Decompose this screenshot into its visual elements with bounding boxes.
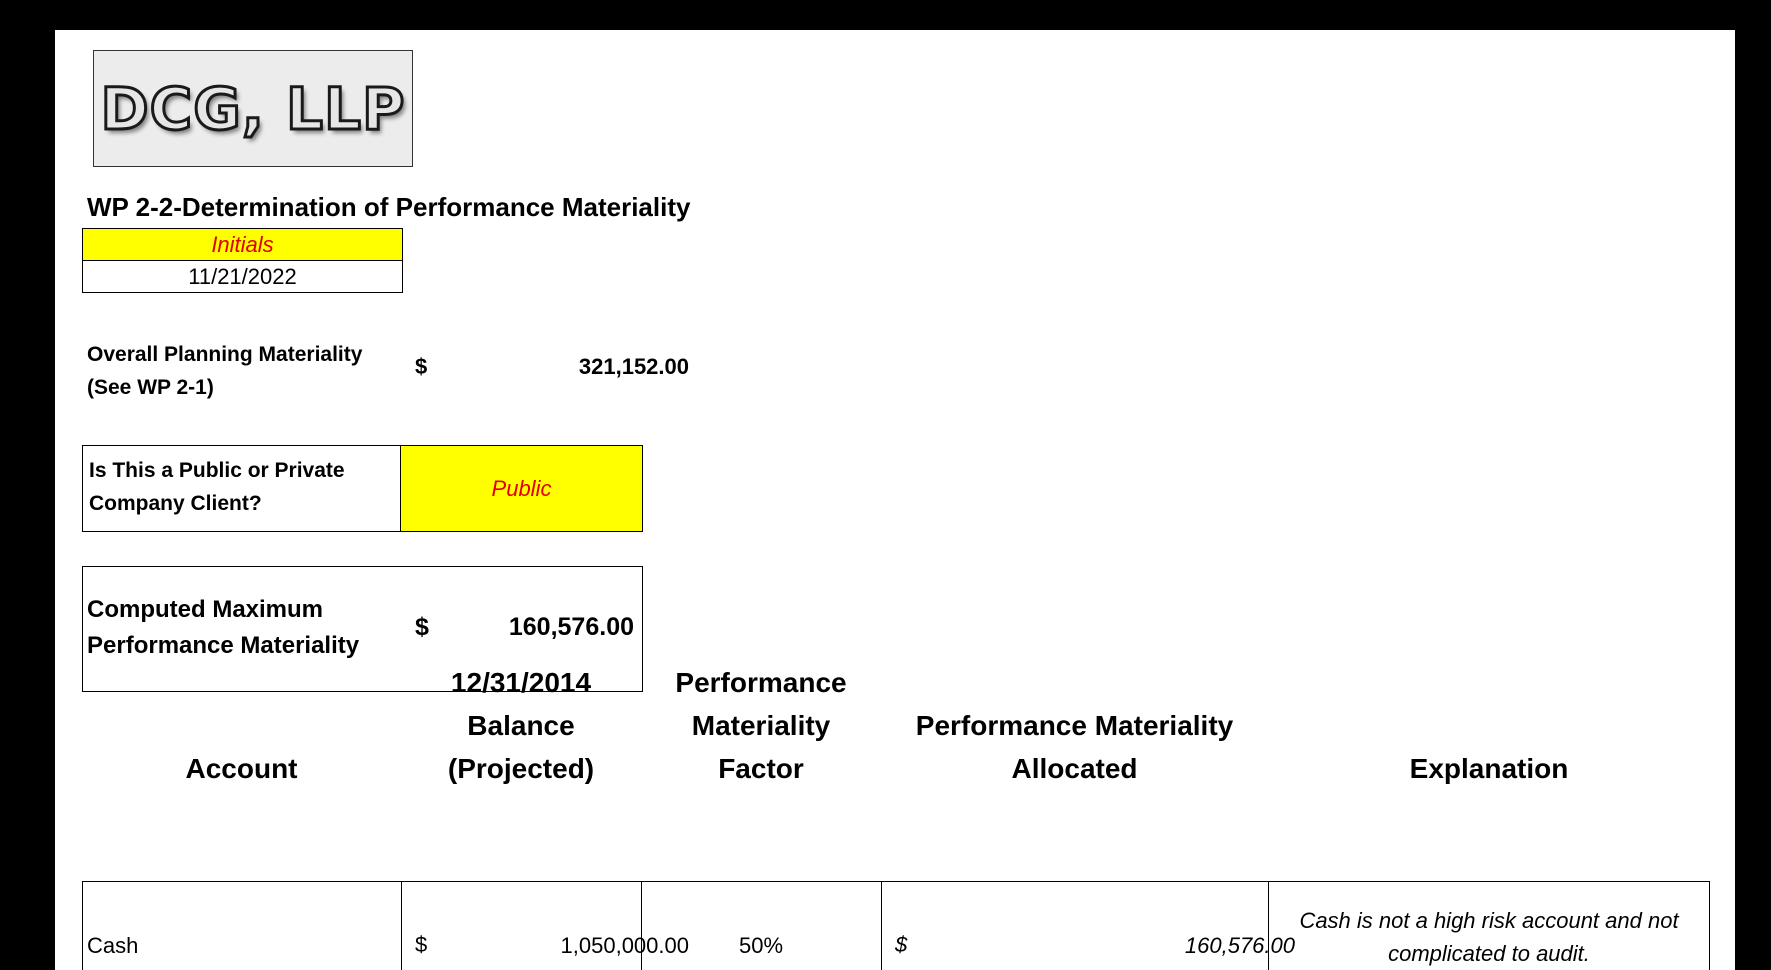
row-explanation-line1: Cash is not a high risk account and not: [1299, 908, 1679, 933]
row-balance-currency: $: [415, 932, 428, 957]
header-allocated-line1: Performance Materiality: [915, 710, 1234, 741]
computed-max-label: Computed Maximum Performance Materiality: [87, 592, 359, 664]
header-balance-line2: Balance: [467, 710, 575, 741]
header-account-text: Account: [185, 753, 298, 784]
initials-cell[interactable]: Initials: [83, 229, 402, 261]
row-factor: 50%: [738, 933, 784, 958]
header-balance-line1: 12/31/2014: [450, 667, 592, 698]
computed-max-box: Computed Maximum Performance Materiality…: [82, 566, 643, 692]
client-type-label: Is This a Public or Private Company Clie…: [83, 446, 401, 531]
signoff-box: Initials 11/21/2022: [82, 228, 403, 293]
computed-max-currency: $: [415, 613, 429, 641]
opm-value-cell[interactable]: 321,152.00: [578, 354, 689, 379]
header-factor-line3: Factor: [718, 753, 804, 784]
computed-max-label-line1: Computed Maximum: [87, 596, 324, 623]
header-balance-line3: (Projected): [447, 753, 595, 784]
header-explanation: Explanation: [1268, 747, 1710, 790]
overall-planning-materiality-label: Overall Planning Materiality (See WP 2-1…: [87, 338, 362, 404]
cell-balance[interactable]: [401, 882, 641, 970]
header-allocated-line2: Allocated: [1011, 753, 1138, 784]
page-title: WP 2-2-Determination of Performance Mate…: [87, 192, 691, 222]
row-allocated-value: 160,576.00: [1184, 933, 1295, 958]
row-explanation: Cash is not a high risk account and not …: [1268, 904, 1710, 970]
header-allocated: Performance Materiality Allocated: [881, 704, 1268, 790]
header-account: Account: [82, 747, 401, 790]
cell-allocated[interactable]: [881, 882, 1268, 970]
cell-account[interactable]: [82, 882, 401, 970]
logo-text: DCG, LLP: [99, 73, 406, 144]
table-row: [82, 881, 1710, 970]
signoff-date-cell[interactable]: 11/21/2022: [188, 264, 297, 289]
header-factor-line1: Performance: [675, 667, 847, 698]
row-account: Cash: [87, 933, 139, 958]
opm-label-line1: Overall Planning Materiality: [87, 343, 363, 366]
computed-max-label-line2: Performance Materiality: [87, 632, 360, 659]
client-type-input[interactable]: Public: [401, 446, 642, 531]
header-factor: Performance Materiality Factor: [641, 661, 881, 790]
opm-currency: $: [415, 354, 428, 379]
worksheet: DCG, LLP WP 2-2-Determination of Perform…: [55, 30, 1735, 970]
client-type-box: Is This a Public or Private Company Clie…: [82, 445, 643, 532]
client-type-label-line2: Company Client?: [89, 492, 262, 515]
row-balance-value: 1,050,000.00: [560, 933, 689, 958]
row-explanation-line2: complicated to audit.: [1388, 941, 1590, 966]
row-allocated-currency: $: [895, 932, 908, 957]
header-explanation-text: Explanation: [1409, 753, 1569, 784]
computed-max-value-cell[interactable]: 160,576.00: [508, 613, 634, 641]
header-balance: 12/31/2014 Balance (Projected): [401, 661, 641, 790]
opm-label-line2: (See WP 2-1): [87, 376, 214, 399]
header-factor-line2: Materiality: [691, 710, 831, 741]
client-type-label-line1: Is This a Public or Private: [89, 459, 345, 482]
cell-factor[interactable]: [641, 882, 881, 970]
cell-explanation[interactable]: [1268, 882, 1710, 970]
company-logo: DCG, LLP: [93, 50, 413, 167]
